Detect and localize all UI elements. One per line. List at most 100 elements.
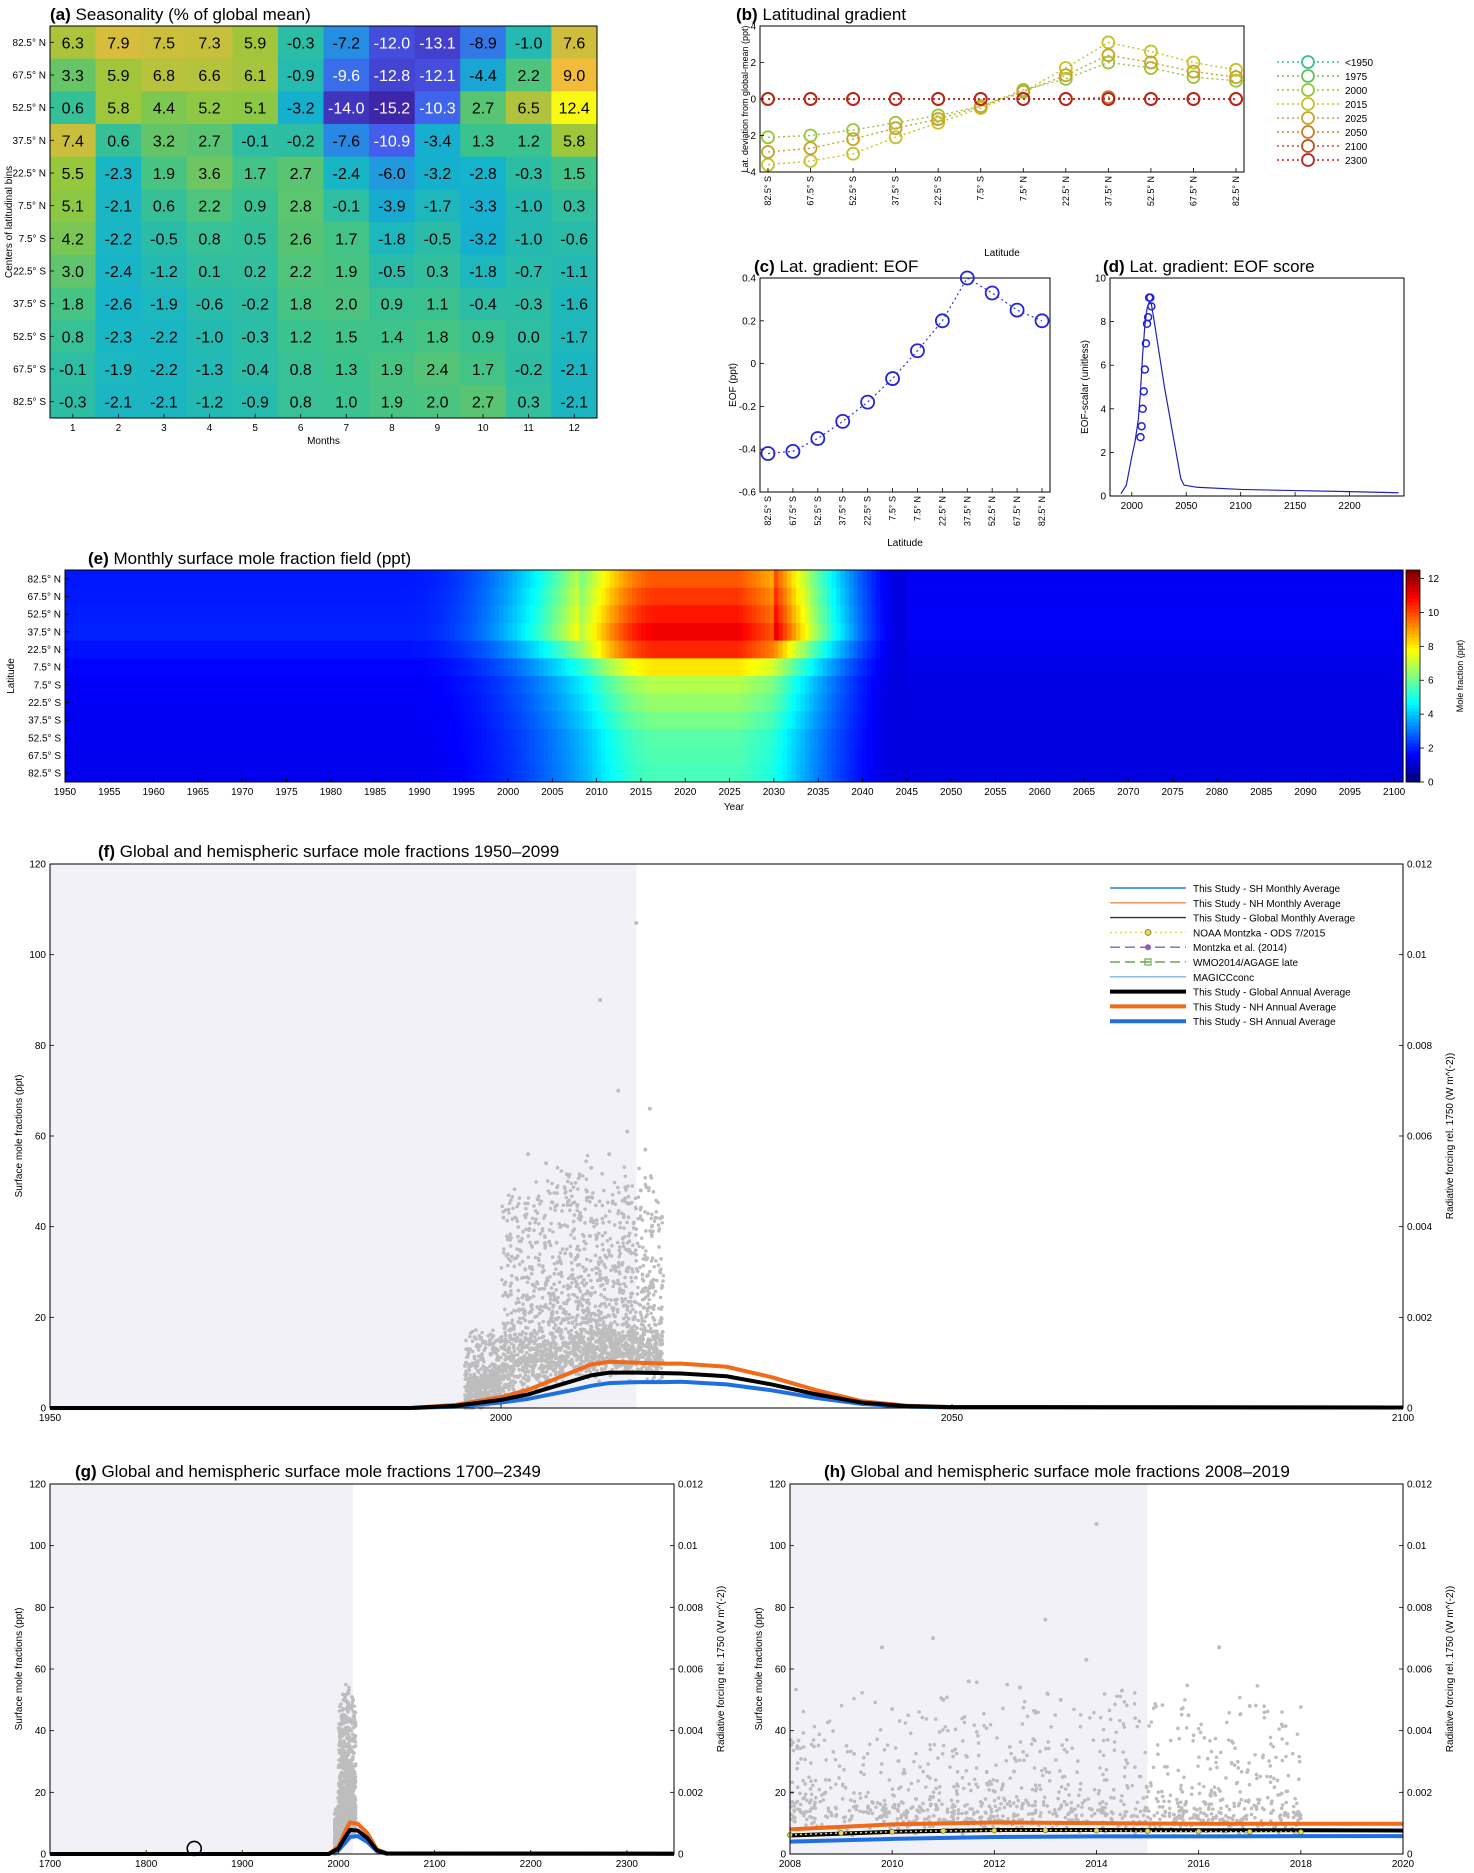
field-cell (437, 711, 443, 730)
field-cell (481, 764, 487, 783)
heatmap-cell (505, 124, 552, 158)
field-cell (720, 693, 726, 712)
field-cell (383, 587, 390, 606)
field-cell (419, 729, 425, 747)
field-cell (738, 623, 744, 641)
field-cell (530, 711, 536, 730)
field-cell (676, 623, 682, 641)
field-cell (561, 570, 567, 588)
field-cell (162, 764, 168, 783)
field-cell (166, 729, 172, 747)
field-cell (973, 693, 979, 712)
field-cell (534, 729, 540, 747)
field-cell (902, 746, 908, 765)
field-cell (388, 658, 394, 677)
field-cell (1172, 711, 1178, 730)
heatmap-cell (369, 287, 416, 321)
field-cell (729, 623, 735, 641)
field-cell (875, 570, 881, 588)
field-cell (818, 570, 824, 588)
field-cell (875, 746, 881, 765)
field-cell (645, 693, 651, 712)
field-cell (680, 605, 686, 624)
field-cell (685, 729, 691, 747)
field-cell (1199, 570, 1205, 588)
field-cell (1035, 676, 1041, 694)
field-cell (1340, 693, 1347, 712)
field-cell (1216, 587, 1222, 606)
field-cell (144, 605, 150, 624)
field-cell (228, 729, 234, 747)
data-point (846, 92, 860, 106)
field-cell (73, 605, 79, 624)
field-cell (1039, 729, 1045, 747)
field-cell (339, 658, 345, 677)
heatmap-cell (414, 26, 461, 60)
field-cell (742, 711, 748, 730)
field-cell (1132, 693, 1138, 712)
field-cell (858, 711, 864, 730)
field-cell (525, 746, 531, 765)
field-cell (1261, 746, 1267, 765)
field-cell (1252, 746, 1258, 765)
field-cell (1146, 605, 1152, 624)
heatmap-cell (277, 352, 324, 386)
field-cell (853, 746, 859, 765)
field-cell (415, 676, 421, 694)
field-cell (707, 676, 713, 694)
field-cell (773, 676, 779, 694)
field-cell (525, 570, 531, 588)
field-cell (937, 676, 943, 694)
b-y-tick-label: 2 (750, 58, 756, 69)
field-cell (773, 764, 779, 783)
field-cell (1336, 693, 1342, 712)
field-cell (140, 711, 146, 730)
field-cell (463, 587, 469, 606)
field-cell (720, 570, 726, 588)
field-cell (1398, 729, 1404, 747)
field-cell (1230, 729, 1236, 747)
field-cell (933, 764, 939, 783)
cell-value: -0.3 (59, 395, 87, 412)
field-cell (330, 746, 336, 765)
field-cell (977, 587, 983, 606)
field-cell (1318, 640, 1324, 659)
field-cell (951, 764, 957, 783)
field-cell (995, 676, 1001, 694)
field-cell (1177, 729, 1183, 747)
field-cell (428, 729, 434, 747)
field-cell (720, 658, 726, 677)
field-cell (1332, 764, 1338, 783)
field-cell (924, 570, 930, 588)
field-cell (1256, 640, 1262, 659)
field-cell (1376, 693, 1382, 712)
field-cell (1367, 676, 1373, 694)
heatmap-cell (460, 352, 507, 386)
field-cell (1110, 693, 1116, 712)
field-cell (605, 623, 611, 641)
field-cell (636, 711, 642, 730)
cell-value: -3.2 (469, 231, 497, 248)
field-cell (78, 764, 84, 783)
field-cell (959, 587, 965, 606)
field-cell (760, 623, 766, 641)
colorbar-segment (1406, 672, 1420, 677)
field-cell (1154, 570, 1160, 588)
field-cell (215, 658, 221, 677)
field-cell (702, 729, 709, 747)
field-cell (738, 746, 744, 765)
field-cell (884, 605, 890, 624)
field-cell (317, 658, 323, 677)
observation-point (506, 1193, 511, 1197)
field-cell (224, 676, 230, 694)
field-cell (800, 570, 806, 588)
field-cell (419, 676, 425, 694)
field-cell (375, 711, 381, 730)
field-cell (1088, 587, 1094, 606)
field-cell (1092, 658, 1098, 677)
field-cell (747, 711, 753, 730)
field-cell (942, 711, 948, 730)
field-cell (906, 587, 912, 606)
plot-frame (49, 25, 598, 419)
